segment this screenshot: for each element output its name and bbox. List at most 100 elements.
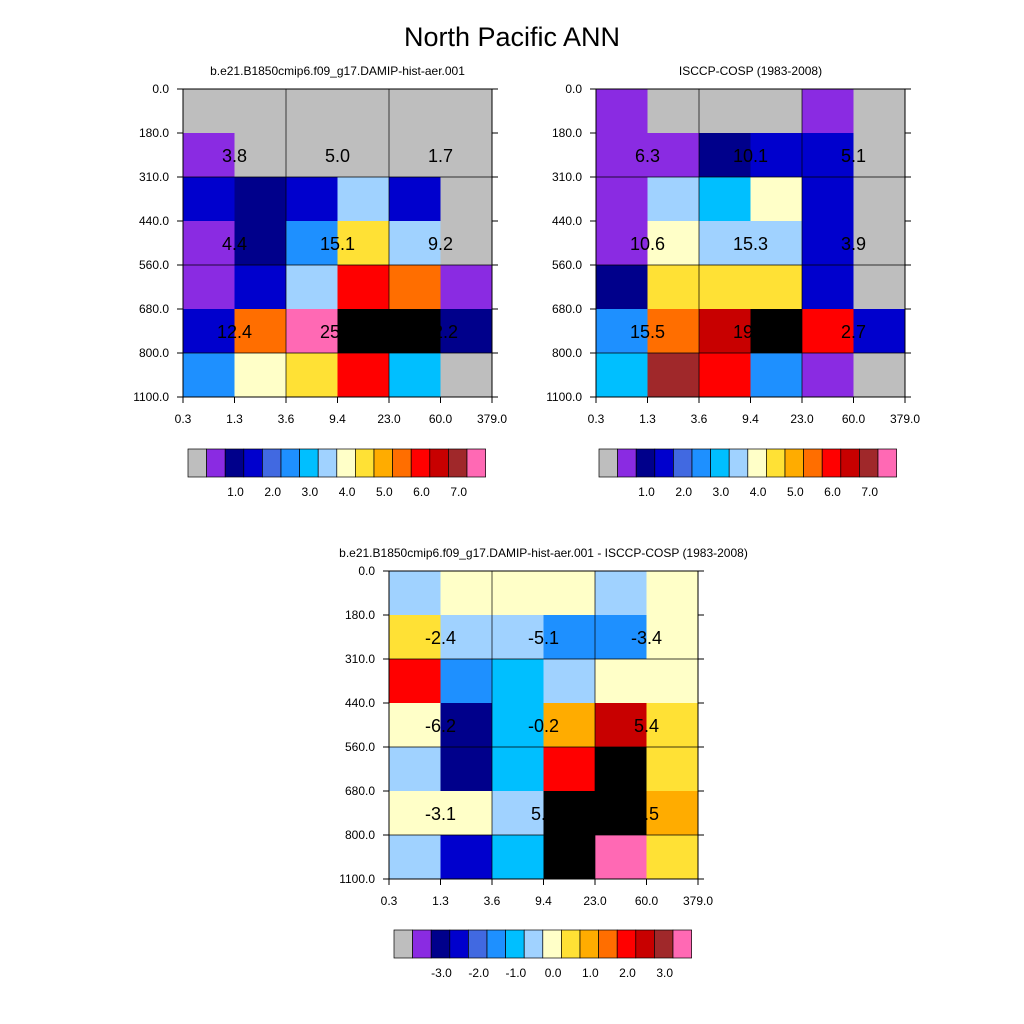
colorbar-swatch [468, 929, 488, 959]
heatmap-cell [543, 747, 596, 792]
cell-value-label: -6.2 [425, 716, 456, 736]
heatmap-cell [492, 571, 544, 616]
heatmap-cell [646, 835, 699, 880]
heatmap-cell [234, 265, 287, 310]
colorbar-swatch [412, 929, 432, 959]
colorbar: -3.0 -2.0 -1.0 0.0 1.0 2.0 3.0 [393, 929, 692, 980]
heatmap-cell [699, 309, 751, 354]
heatmap-cell [440, 133, 493, 178]
x-tick-label: 1.3 [226, 412, 243, 426]
heatmap-cell [699, 353, 751, 398]
x-tick-label: 9.4 [742, 412, 759, 426]
heatmap-cell [234, 177, 287, 222]
colorbar-label: 4.0 [750, 485, 767, 499]
heatmap-cell [389, 309, 441, 354]
colorbar: 1.0 2.0 3.0 4.0 5.0 6.0 7.0 [598, 448, 897, 499]
x-tick-label: 9.4 [329, 412, 346, 426]
heatmap-panel-3: b.e21.B1850cmip6.f09_g17.DAMIP-hist-aer.… [339, 546, 748, 980]
heatmap-cell [543, 571, 596, 616]
heatmap-cell [647, 221, 700, 266]
cell-value-label: -5.1 [528, 628, 559, 648]
colorbar-swatch [859, 448, 879, 478]
heatmap-cell [337, 221, 390, 266]
y-tick-label: 560.0 [345, 740, 375, 754]
heatmap-cell [183, 177, 235, 222]
heatmap-cell [183, 89, 235, 134]
x-tick-label: 60.0 [842, 412, 866, 426]
heatmap-cell [853, 89, 906, 134]
heatmap-cell [286, 353, 338, 398]
x-tick-label: 379.0 [683, 894, 713, 908]
colorbar-swatch [821, 448, 842, 478]
cell-value-label: -2.4 [425, 628, 456, 648]
heatmap-cell [802, 133, 854, 178]
heatmap-cell [440, 747, 493, 792]
heatmap-cell [646, 615, 699, 660]
heatmap-cell [389, 835, 441, 880]
y-tick-label: 560.0 [552, 258, 582, 272]
y-tick-label: 310.0 [552, 170, 582, 184]
heatmap-cell [699, 221, 751, 266]
heatmap-cell [492, 791, 544, 836]
heatmap-cell [647, 353, 700, 398]
heatmap-cell [596, 221, 648, 266]
y-tick-label: 0.0 [358, 564, 375, 578]
heatmap-cell [440, 835, 493, 880]
heatmap-cell [440, 221, 493, 266]
cell-value-label: 25.1 [320, 322, 355, 342]
heatmap-cell [183, 133, 235, 178]
cell-value-label: 6.3 [635, 146, 660, 166]
heatmap-cell [543, 835, 596, 880]
cell-value-label: 5.4 [634, 716, 659, 736]
y-tick-label: 0.0 [565, 82, 582, 96]
heatmap-cell [492, 747, 544, 792]
heatmap-cell [492, 703, 544, 748]
colorbar-swatch [616, 929, 637, 959]
colorbar-label: 6.0 [824, 485, 841, 499]
heatmap-cell [234, 133, 287, 178]
heatmap-cell [440, 177, 493, 222]
colorbar-swatch [392, 448, 412, 478]
colorbar: 1.0 2.0 3.0 4.0 5.0 6.0 7.0 [187, 448, 486, 499]
heatmap-cell [853, 177, 906, 222]
colorbar-swatch [784, 448, 804, 478]
heatmap-cell [286, 177, 338, 222]
colorbar-swatch [803, 448, 823, 478]
cell-value-label: 3.8 [222, 146, 247, 166]
heatmap-cell [389, 221, 441, 266]
heatmap-cell [543, 791, 596, 836]
colorbar-swatch [336, 448, 356, 478]
heatmap-cell [234, 221, 287, 266]
x-tick-label: 0.3 [381, 894, 398, 908]
y-tick-label: 0.0 [152, 82, 169, 96]
heatmap-cell [595, 791, 647, 836]
heatmap-cell [183, 309, 235, 354]
cell-value-label: 4.4 [222, 234, 247, 254]
heatmap-cell [492, 659, 544, 704]
panel-title: ISCCP-COSP (1983-2008) [679, 64, 822, 78]
heatmap-cell [647, 89, 700, 134]
cell-value-label: 15.5 [630, 322, 665, 342]
colorbar-swatch [243, 448, 263, 478]
y-tick-label: 560.0 [139, 258, 169, 272]
colorbar-swatch [317, 448, 338, 478]
y-tick-label: 1100.0 [133, 390, 169, 404]
colorbar-label: -3.0 [431, 966, 452, 980]
heatmap-cell [440, 309, 493, 354]
heatmap-cell [802, 177, 854, 222]
colorbar-label: 3.0 [656, 966, 673, 980]
y-tick-label: 800.0 [139, 346, 169, 360]
y-tick-label: 800.0 [345, 828, 375, 842]
colorbar-swatch [635, 929, 655, 959]
heatmap-cell [286, 309, 338, 354]
heatmap-cell [595, 659, 647, 704]
heatmap-cell [750, 177, 803, 222]
colorbar-label: 1.0 [582, 966, 599, 980]
heatmap-cell [234, 309, 287, 354]
heatmap-cell [234, 353, 287, 398]
heatmap-cell [853, 265, 906, 310]
colorbar-label: 2.0 [675, 485, 692, 499]
colorbar-label: 3.0 [302, 485, 319, 499]
heatmap-cell [595, 835, 647, 880]
heatmap-cell [853, 353, 906, 398]
